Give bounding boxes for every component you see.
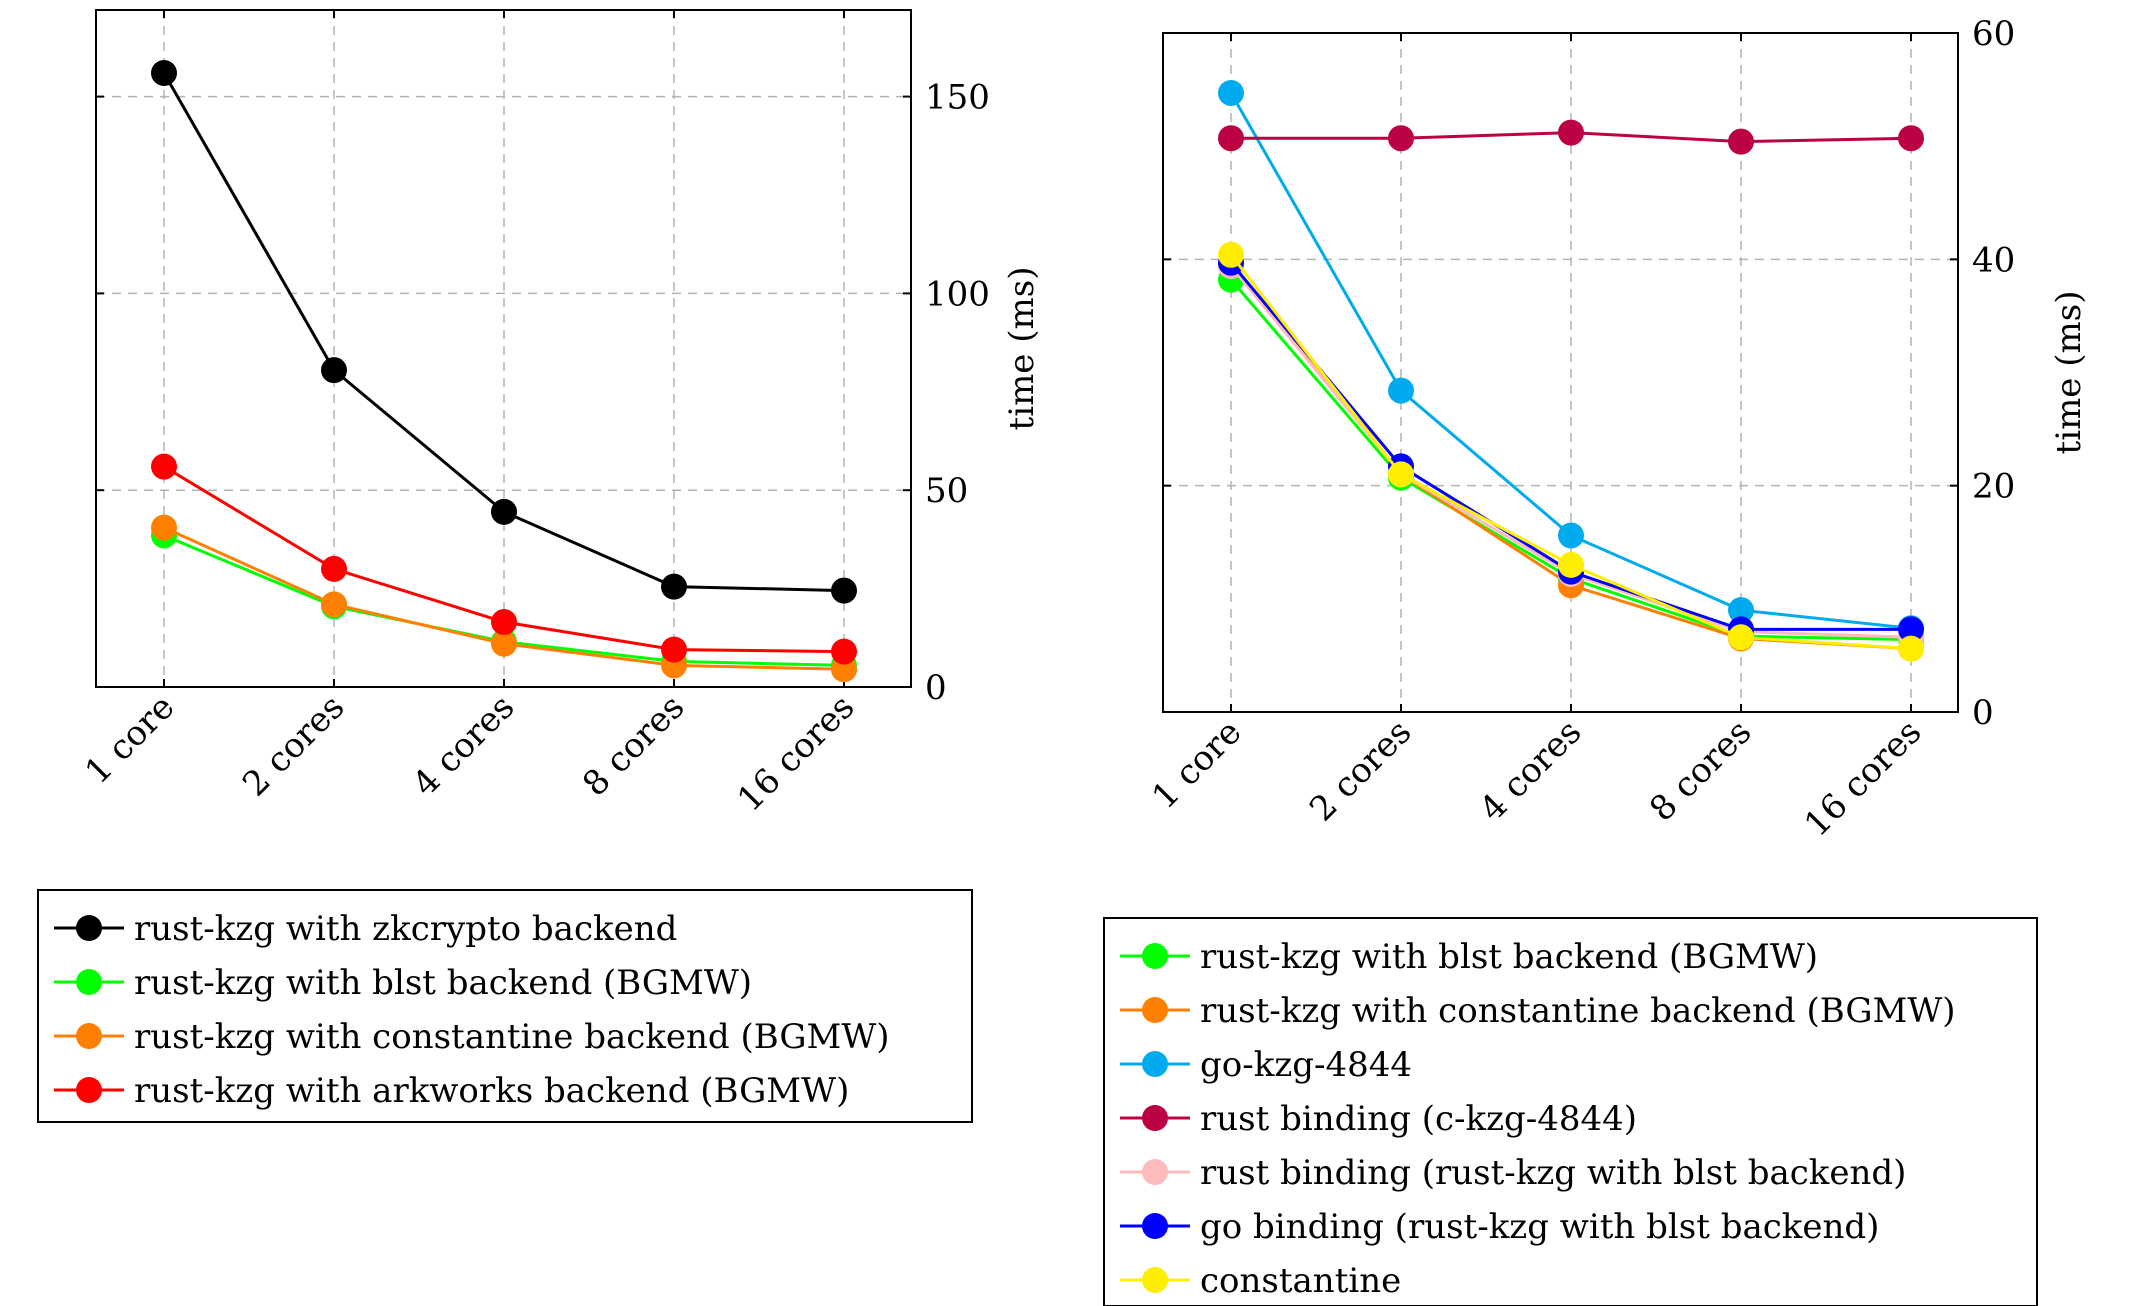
- x-tick-label: 2 cores: [1302, 712, 1419, 829]
- y-tick-label: 50: [925, 471, 968, 511]
- legend-left: rust-kzg with zkcrypto backend rust-kzg w…: [37, 889, 973, 1123]
- x-tick-label: 16 cores: [1797, 712, 1930, 845]
- data-point: [321, 591, 347, 618]
- x-tick-label: 8 cores: [1642, 712, 1759, 829]
- y-tick-label: 100: [925, 274, 990, 314]
- legend-label: rust-kzg with zkcrypto backend: [134, 909, 677, 949]
- data-point: [1898, 616, 1924, 643]
- legend-label: constantine: [1200, 1261, 1401, 1301]
- data-point: [1728, 128, 1754, 155]
- legend-label: rust-kzg with constantine backend (BGMW): [1200, 991, 1956, 1031]
- legend-marker: [1142, 1267, 1168, 1293]
- data-point: [1388, 377, 1414, 404]
- x-tick-label: 16 cores: [730, 687, 863, 820]
- data-point: [1898, 635, 1924, 662]
- y-tick-label: 0: [925, 668, 947, 708]
- data-point: [491, 498, 517, 525]
- series-rust-kzg-with-arkworks-backend-bgmw: [151, 453, 857, 665]
- legend-entry: rust-kzg with blst backend (BGMW): [54, 963, 752, 1003]
- legend-label: rust binding (rust-kzg with blst backend…: [1200, 1153, 1906, 1193]
- legend-label: rust-kzg with blst backend (BGMW): [134, 963, 752, 1003]
- legend-entry: rust-kzg with blst backend (BGMW): [1120, 937, 1818, 977]
- data-point: [1218, 79, 1244, 106]
- data-point: [1728, 624, 1754, 651]
- legend-label: rust-kzg with constantine backend (BGMW): [134, 1017, 890, 1057]
- data-point: [1218, 241, 1244, 268]
- y-axis-label: time (ms): [2049, 291, 2089, 455]
- series-rust-kzg-with-zkcrypto-backend: [151, 59, 857, 604]
- legend-marker: [1142, 997, 1168, 1023]
- legend-marker: [76, 1077, 102, 1103]
- plot-frame: [1162, 32, 1959, 713]
- legend-label: rust binding (c-kzg-4844): [1200, 1099, 1637, 1139]
- data-point: [831, 577, 857, 604]
- data-point: [1898, 125, 1924, 152]
- chart-right: 0 20 40 60 1 core 2 cores 4 cores 8 cores 16 cor…: [1144, 14, 2089, 845]
- data-point: [661, 636, 687, 663]
- data-point: [1558, 119, 1584, 146]
- x-tick-label: 8 cores: [575, 687, 692, 804]
- legend-label: rust-kzg with blst backend (BGMW): [1200, 937, 1818, 977]
- legend-entry: rust binding (rust-kzg with blst backend…: [1120, 1153, 1906, 1193]
- legend-marker: [76, 969, 102, 995]
- data-point: [1558, 522, 1584, 549]
- legend-entry: go-kzg-4844: [1120, 1045, 1412, 1085]
- legend-entry: rust-kzg with arkworks backend (BGMW): [54, 1071, 849, 1111]
- legend-box: [37, 889, 973, 1123]
- data-point: [1388, 125, 1414, 152]
- data-point: [661, 573, 687, 600]
- y-tick-label: 40: [1972, 240, 2015, 280]
- legend-label: go-kzg-4844: [1200, 1045, 1412, 1085]
- legend-marker: [76, 1023, 102, 1049]
- legend-box: [1103, 917, 2038, 1306]
- data-point: [1218, 125, 1244, 152]
- x-tick-label: 4 cores: [1472, 712, 1589, 829]
- x-tick-label: 4 cores: [405, 687, 522, 804]
- y-tick-label: 20: [1972, 467, 2015, 507]
- data-point: [1388, 461, 1414, 488]
- legend-entry: rust binding (c-kzg-4844): [1120, 1099, 1637, 1139]
- legend-label: rust-kzg with arkworks backend (BGMW): [134, 1071, 849, 1111]
- legend-right: rust-kzg with blst backend (BGMW) rust-kz…: [1103, 917, 2038, 1306]
- legend-entry: constantine: [1120, 1261, 1401, 1301]
- data-point: [321, 357, 347, 384]
- legend-entry: rust-kzg with constantine backend (BGMW): [1120, 991, 1956, 1031]
- data-point: [1558, 551, 1584, 578]
- x-tick-label: 2 cores: [235, 687, 352, 804]
- data-point: [151, 514, 177, 541]
- data-point: [1728, 597, 1754, 624]
- legend-marker: [1142, 1051, 1168, 1077]
- data-point: [321, 555, 347, 582]
- data-point: [151, 453, 177, 480]
- legend-label: go binding (rust-kzg with blst backend): [1200, 1207, 1879, 1247]
- x-tick-label: 1 core: [77, 687, 182, 792]
- x-tick-label: 1 core: [1144, 712, 1249, 817]
- legend-marker: [76, 915, 102, 941]
- y-axis-label: time (ms): [1002, 267, 1042, 431]
- series-rust-kzg-with-constantine-backend-bgmw: [151, 514, 857, 683]
- data-point: [491, 609, 517, 636]
- legend-marker: [1142, 1159, 1168, 1185]
- y-tick-label: 60: [1972, 14, 2015, 54]
- legend-entry: rust-kzg with constantine backend (BGMW): [54, 1017, 890, 1057]
- series-constantine: [1218, 241, 1924, 662]
- legend-entry: rust-kzg with zkcrypto backend: [54, 909, 677, 949]
- y-tick-label: 0: [1972, 693, 1994, 733]
- data-point: [151, 59, 177, 86]
- data-point: [831, 638, 857, 665]
- legend-entry: go binding (rust-kzg with blst backend): [1120, 1207, 1879, 1247]
- series-rust-binding-c-kzg-4844: [1218, 119, 1924, 155]
- y-tick-label: 150: [925, 78, 990, 118]
- chart-left: 0 50 100 150 1 core 2 cores 4 cores 8 cores 16 c…: [77, 9, 1042, 820]
- legend-marker: [1142, 1105, 1168, 1131]
- data-point: [491, 630, 517, 657]
- legend-marker: [1142, 1213, 1168, 1239]
- legend-marker: [1142, 943, 1168, 969]
